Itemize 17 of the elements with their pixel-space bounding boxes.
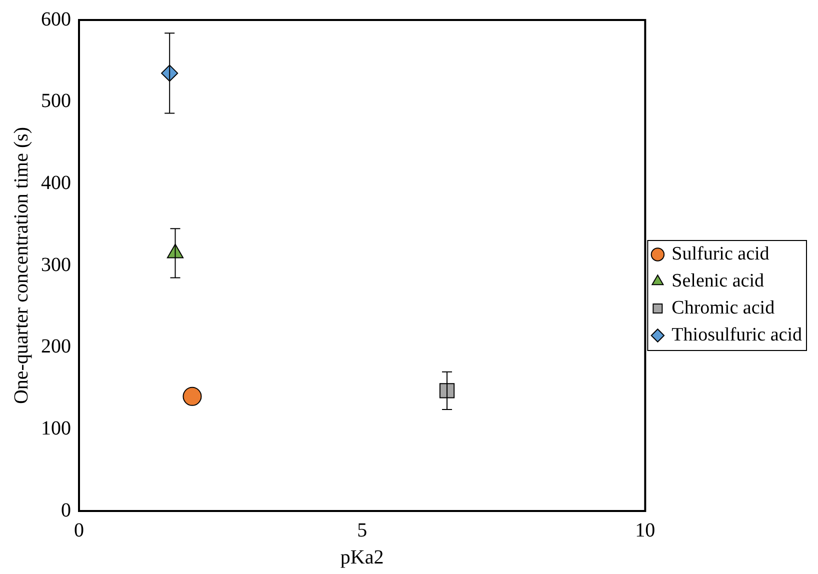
x-tick-label: 10 — [635, 519, 656, 542]
x-axis-title: pKa2 — [340, 546, 384, 568]
x-tick-label: 5 — [357, 519, 368, 542]
y-tick-label: 600 — [41, 8, 71, 30]
y-tick-label: 100 — [41, 417, 71, 440]
y-tick-label: 500 — [41, 90, 71, 112]
legend-label: Selenic acid — [672, 270, 764, 292]
y-axis-title: One-quarter concentration time (s) — [10, 126, 32, 404]
legend-label: Chromic acid — [672, 297, 776, 318]
point — [439, 383, 455, 398]
y-tick-label: 400 — [41, 172, 71, 194]
y-tick-label: 0 — [61, 499, 71, 522]
point — [182, 386, 202, 406]
legend-label: Thiosulfuric acid — [672, 324, 802, 346]
y-tick-label: 200 — [41, 336, 71, 358]
y-tick-label: 300 — [41, 254, 71, 276]
legend-label: Sulfuric acid — [672, 243, 770, 264]
